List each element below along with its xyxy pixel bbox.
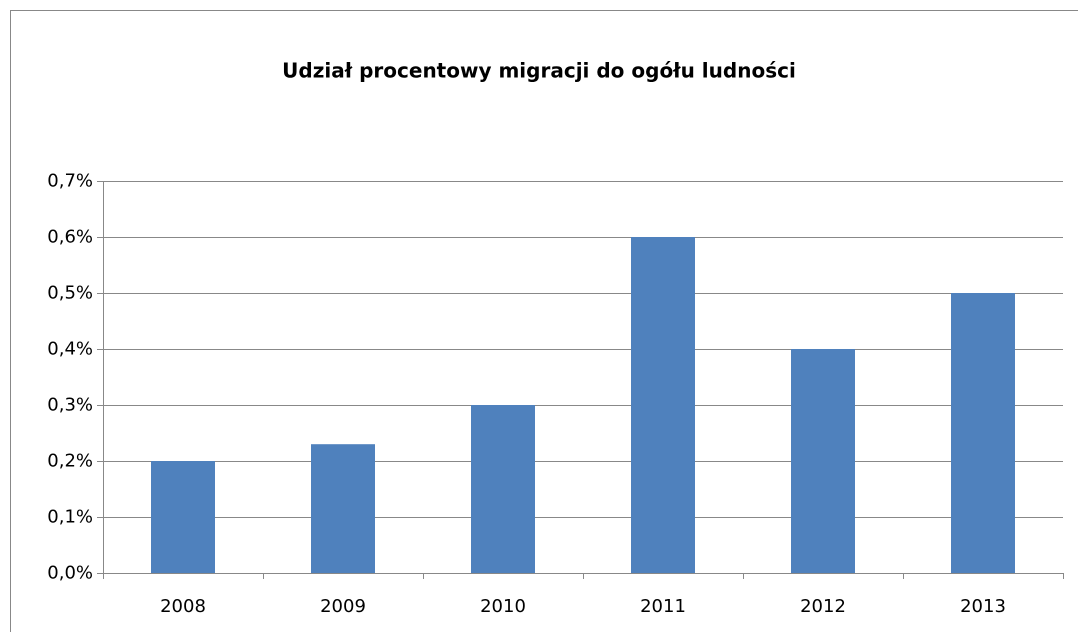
x-tick-label: 2013 (960, 596, 1006, 617)
y-tick-label: 0,6% (47, 227, 93, 248)
y-tick-label: 0,4% (47, 339, 93, 360)
x-tick-label: 2008 (160, 596, 206, 617)
y-tick-label: 0,7% (47, 171, 93, 192)
chart-title: Udział procentowy migracji do ogółu ludn… (282, 59, 796, 83)
x-tick-label: 2010 (480, 596, 526, 617)
y-tick-label: 0,3% (47, 395, 93, 416)
x-tick-label: 2011 (640, 596, 686, 617)
x-tick-label: 2012 (800, 596, 846, 617)
bar (631, 237, 695, 573)
y-tick-label: 0,1% (47, 507, 93, 528)
chart-border (10, 10, 1078, 632)
y-tick-label: 0,5% (47, 283, 93, 304)
bar (151, 461, 215, 573)
bar (791, 349, 855, 573)
x-tick-label: 2009 (320, 596, 366, 617)
bar (311, 444, 375, 573)
y-tick-label: 0,2% (47, 451, 93, 472)
bar (471, 405, 535, 573)
y-tick-label: 0,0% (47, 563, 93, 584)
bar (951, 293, 1015, 573)
